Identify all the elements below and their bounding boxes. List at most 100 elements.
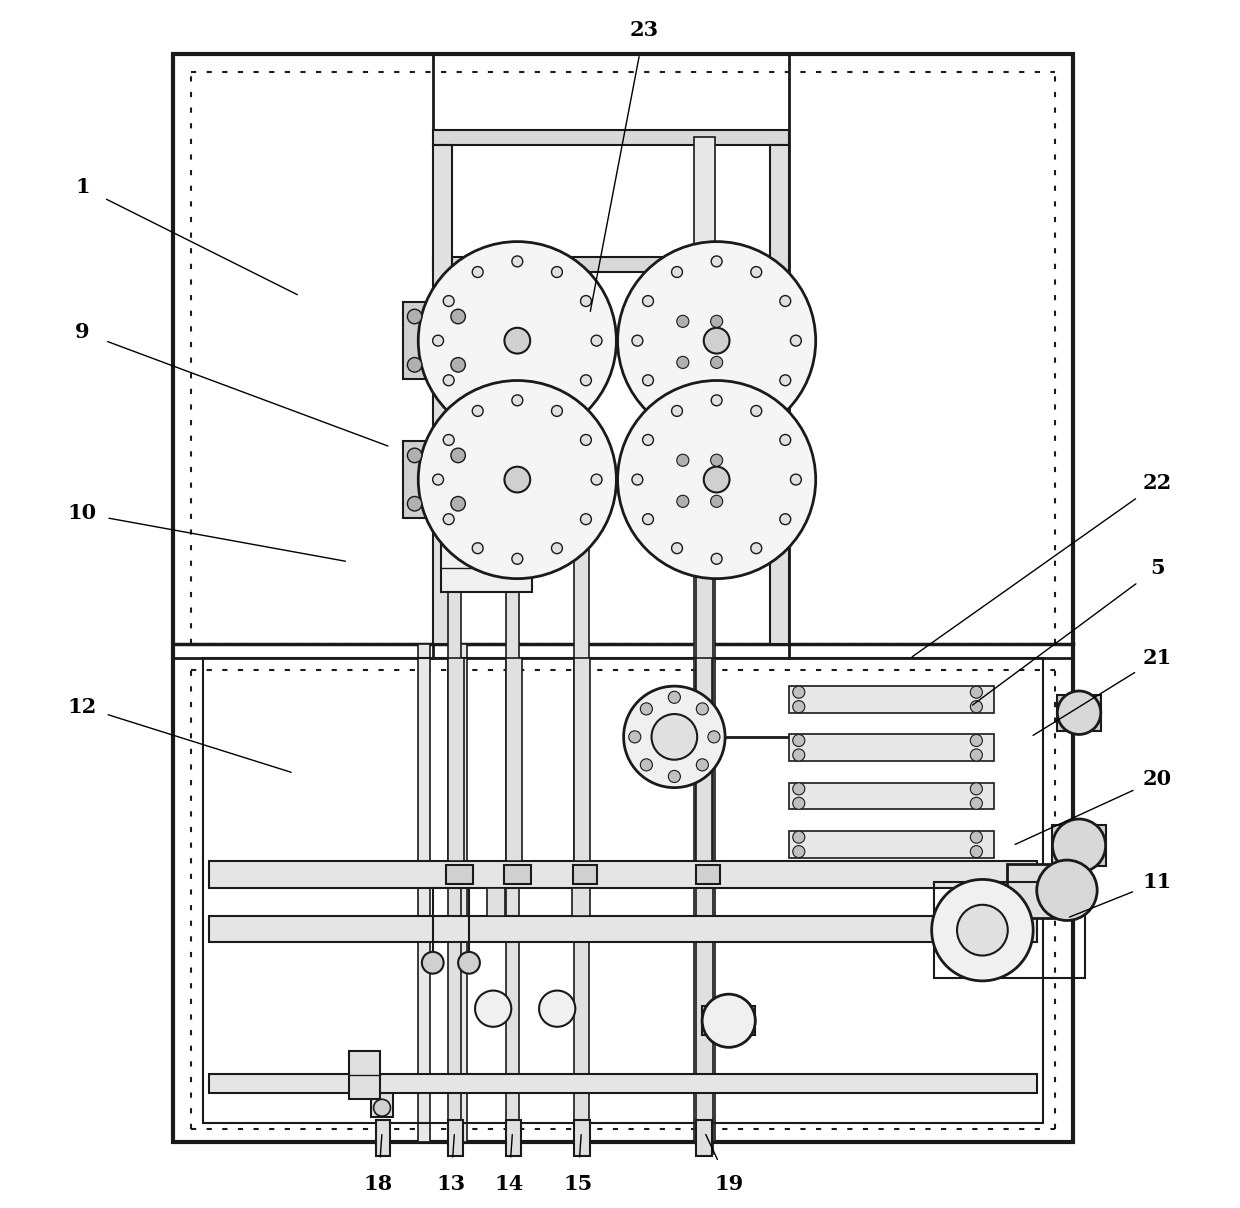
Circle shape	[418, 242, 616, 440]
Circle shape	[677, 356, 689, 368]
Bar	[673, 446, 737, 513]
Circle shape	[539, 991, 575, 1027]
Text: 13: 13	[436, 1174, 465, 1194]
Circle shape	[408, 448, 422, 463]
Circle shape	[1053, 819, 1106, 872]
Circle shape	[792, 749, 805, 761]
Circle shape	[792, 846, 805, 858]
Bar	[702, 1006, 755, 1035]
Bar	[210, 916, 1037, 942]
Bar	[174, 54, 1073, 1142]
Circle shape	[677, 495, 689, 507]
Circle shape	[629, 731, 641, 743]
Circle shape	[677, 454, 689, 466]
Circle shape	[642, 513, 653, 524]
Circle shape	[672, 267, 682, 278]
Circle shape	[971, 686, 982, 698]
Circle shape	[1037, 860, 1097, 920]
Circle shape	[458, 952, 480, 974]
Text: 22: 22	[1143, 474, 1172, 493]
Circle shape	[668, 771, 681, 783]
Circle shape	[712, 553, 722, 564]
Text: 23: 23	[630, 21, 658, 40]
Bar	[210, 861, 1037, 888]
Bar	[696, 1120, 712, 1156]
Circle shape	[780, 296, 791, 307]
Text: 10: 10	[68, 504, 97, 523]
Circle shape	[475, 991, 511, 1027]
Bar	[403, 302, 482, 379]
Circle shape	[971, 797, 982, 809]
Circle shape	[677, 315, 689, 327]
Circle shape	[672, 542, 682, 553]
Bar	[455, 644, 466, 1142]
Bar	[403, 441, 482, 518]
Circle shape	[792, 783, 805, 795]
Circle shape	[618, 381, 816, 579]
Circle shape	[552, 406, 563, 417]
Bar	[789, 686, 994, 713]
Circle shape	[632, 474, 642, 486]
Circle shape	[422, 952, 444, 974]
Circle shape	[711, 356, 723, 368]
Bar	[449, 658, 464, 861]
Circle shape	[792, 831, 805, 843]
Circle shape	[552, 542, 563, 553]
Circle shape	[708, 731, 720, 743]
Bar	[789, 734, 994, 761]
Circle shape	[451, 496, 465, 511]
Bar	[1058, 695, 1101, 731]
Circle shape	[1058, 691, 1101, 734]
Circle shape	[472, 406, 484, 417]
Bar	[433, 145, 453, 644]
Circle shape	[711, 315, 723, 327]
Circle shape	[780, 435, 791, 446]
Circle shape	[750, 403, 761, 414]
Circle shape	[624, 686, 725, 788]
Circle shape	[443, 435, 454, 446]
Circle shape	[711, 454, 723, 466]
Circle shape	[408, 309, 422, 324]
Circle shape	[472, 267, 484, 278]
Circle shape	[750, 406, 761, 417]
Circle shape	[640, 759, 652, 771]
Bar	[371, 1084, 393, 1117]
Circle shape	[472, 403, 484, 414]
Circle shape	[512, 395, 523, 406]
Circle shape	[505, 327, 531, 354]
Bar	[448, 290, 461, 1154]
Circle shape	[971, 749, 982, 761]
Bar	[934, 882, 1085, 978]
Bar	[441, 525, 532, 592]
Bar	[573, 865, 596, 884]
Bar	[696, 658, 712, 861]
Circle shape	[618, 242, 816, 440]
Bar	[433, 257, 789, 272]
Circle shape	[451, 448, 465, 463]
Circle shape	[792, 797, 805, 809]
Text: 20: 20	[1143, 769, 1172, 789]
Circle shape	[451, 358, 465, 372]
Bar	[506, 290, 520, 1154]
Circle shape	[750, 267, 761, 278]
Circle shape	[552, 267, 563, 278]
Bar	[449, 1120, 463, 1156]
Text: 12: 12	[68, 697, 97, 716]
Circle shape	[790, 474, 801, 486]
Circle shape	[704, 466, 729, 493]
Circle shape	[668, 691, 681, 703]
Bar	[503, 865, 531, 884]
Circle shape	[931, 879, 1033, 981]
Circle shape	[971, 846, 982, 858]
Circle shape	[642, 296, 653, 307]
Circle shape	[512, 256, 523, 267]
Bar	[789, 783, 994, 809]
Bar	[210, 1074, 1037, 1093]
Circle shape	[704, 327, 729, 354]
Circle shape	[792, 701, 805, 713]
Bar	[487, 888, 505, 916]
Circle shape	[591, 335, 601, 347]
Circle shape	[632, 335, 642, 347]
Circle shape	[505, 466, 531, 493]
Circle shape	[642, 435, 653, 446]
